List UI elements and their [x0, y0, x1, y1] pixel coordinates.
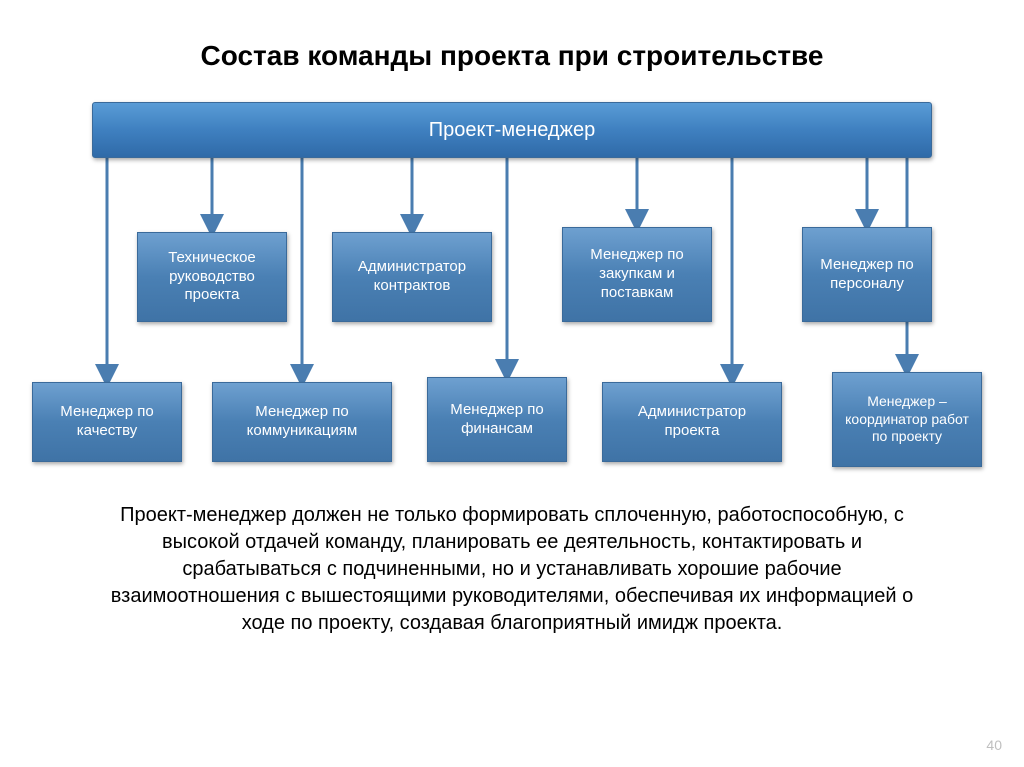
slide-title: Состав команды проекта при строительстве [0, 0, 1024, 102]
org-node-coord: Менеджер – координатор работ по проекту [832, 372, 982, 467]
slide-description: Проект-менеджер должен не только формиро… [102, 502, 922, 637]
slide-number: 40 [986, 737, 1002, 753]
org-node-qual: Менеджер по качеству [32, 382, 182, 462]
org-node-pm: Проект-менеджер [92, 102, 932, 158]
org-chart: Проект-менеджер Техническое руководство п… [32, 102, 992, 482]
org-node-proc: Менеджер по закупкам и поставкам [562, 227, 712, 322]
org-node-hr: Менеджер по персоналу [802, 227, 932, 322]
org-node-comm: Менеджер по коммуникациям [212, 382, 392, 462]
org-node-fin: Менеджер по финансам [427, 377, 567, 462]
org-node-tech: Техническое руководство проекта [137, 232, 287, 322]
org-node-admin: Администратор проекта [602, 382, 782, 462]
org-node-contr: Администратор контрактов [332, 232, 492, 322]
